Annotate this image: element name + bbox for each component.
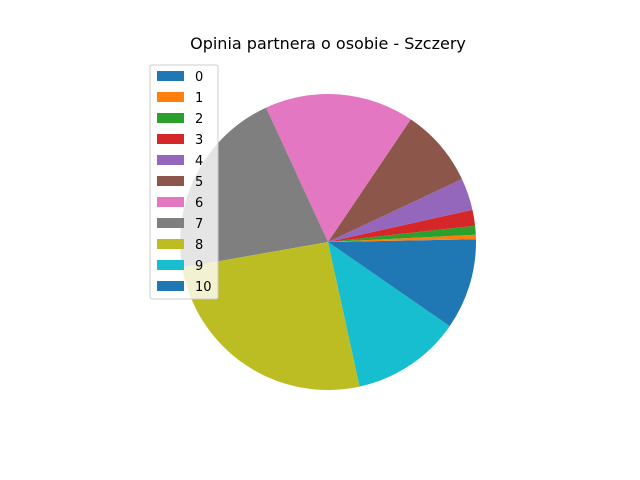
legend-label-0: 0 bbox=[195, 70, 203, 85]
pie-slice-5 bbox=[328, 119, 462, 242]
pie-slice-4 bbox=[328, 179, 473, 242]
legend-swatch-10 bbox=[157, 281, 184, 291]
pie-slice-0 bbox=[328, 239, 476, 242]
legend-swatch-1 bbox=[157, 92, 184, 102]
legend-swatch-7 bbox=[157, 218, 184, 228]
legend-swatch-5 bbox=[157, 176, 184, 186]
legend-label-3: 3 bbox=[195, 133, 203, 148]
legend-label-10: 10 bbox=[195, 280, 212, 295]
chart-title: Opinia partnera o osobie - Szczery bbox=[190, 34, 466, 53]
legend: 0 1 2 3 4 5 6 7 8 9 10 bbox=[149, 64, 219, 300]
legend-swatch-4 bbox=[157, 155, 184, 165]
legend-label-6: 6 bbox=[195, 196, 203, 211]
legend-label-5: 5 bbox=[195, 175, 203, 190]
pie-slice-10 bbox=[328, 242, 476, 327]
legend-swatch-2 bbox=[157, 113, 184, 123]
pie-slices bbox=[180, 94, 476, 390]
pie-slice-9 bbox=[328, 242, 450, 387]
legend-swatch-3 bbox=[157, 134, 184, 144]
legend-swatch-8 bbox=[157, 239, 184, 249]
legend-swatch-0 bbox=[157, 71, 184, 81]
pie-slice-1 bbox=[328, 234, 476, 242]
legend-label-9: 9 bbox=[195, 259, 203, 274]
legend-label-2: 2 bbox=[195, 112, 203, 127]
pie-slice-2 bbox=[328, 225, 476, 242]
pie-slice-8 bbox=[182, 242, 360, 390]
pie-slice-3 bbox=[328, 209, 476, 242]
legend-label-7: 7 bbox=[195, 217, 203, 232]
legend-label-8: 8 bbox=[195, 238, 203, 253]
legend-swatch-9 bbox=[157, 260, 184, 270]
legend-swatch-6 bbox=[157, 197, 184, 207]
pie-slice-6 bbox=[266, 94, 411, 242]
legend-label-1: 1 bbox=[195, 91, 203, 106]
legend-label-4: 4 bbox=[195, 154, 203, 169]
